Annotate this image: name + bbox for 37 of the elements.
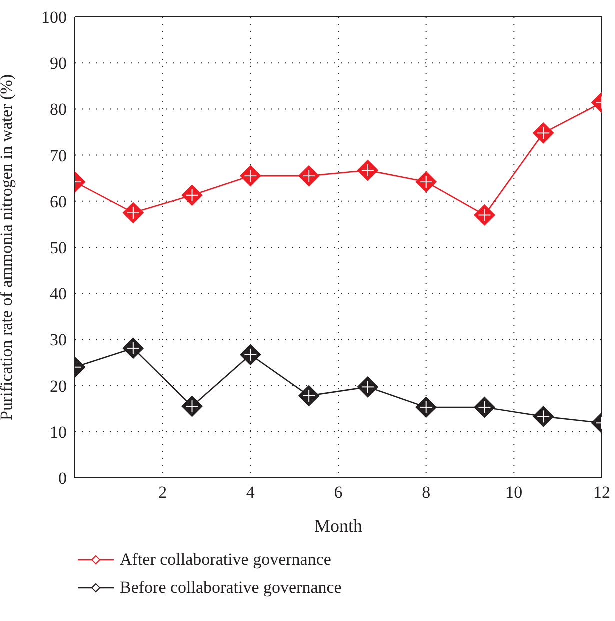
- y-tick-label: 10: [50, 422, 67, 442]
- point: [357, 376, 378, 398]
- x-tick-label: 12: [594, 483, 610, 502]
- y-tick-label: 40: [50, 284, 67, 304]
- point: [298, 385, 320, 406]
- y-tick-label: 50: [50, 238, 67, 258]
- point: [122, 338, 144, 359]
- point: [122, 202, 144, 224]
- y-tick-label: 100: [42, 8, 67, 28]
- legend-label: After collaborative governance: [120, 550, 332, 570]
- y-tick-label: 30: [50, 330, 67, 350]
- y-tick-label: 70: [50, 146, 67, 166]
- x-tick-label: 6: [334, 483, 343, 502]
- x-tick-label: 8: [422, 483, 431, 502]
- x-tick-label: 2: [158, 483, 168, 502]
- point: [533, 406, 554, 428]
- y-tick-label: 20: [50, 376, 67, 396]
- point: [240, 166, 262, 187]
- y-tick-label: 80: [50, 100, 67, 120]
- y-tick-label: 0: [58, 469, 67, 488]
- point: [533, 122, 554, 144]
- point: [416, 172, 437, 193]
- point: [474, 396, 496, 418]
- point: [357, 160, 378, 182]
- point: [298, 166, 320, 187]
- y-tick-label: 90: [50, 54, 67, 74]
- point: [182, 396, 203, 418]
- point: [182, 184, 203, 206]
- point: [240, 344, 262, 366]
- point: [474, 204, 496, 226]
- x-tick-label: 10: [506, 483, 523, 502]
- x-tick-label: 4: [246, 483, 256, 502]
- legend-label: Before collaborative governance: [120, 578, 342, 598]
- x-axis-title: Month: [314, 516, 363, 536]
- y-axis-title: Purification rate of ammonia nitrogen in water (%): [0, 74, 16, 421]
- y-tick-label: 60: [50, 192, 67, 212]
- point: [416, 396, 437, 418]
